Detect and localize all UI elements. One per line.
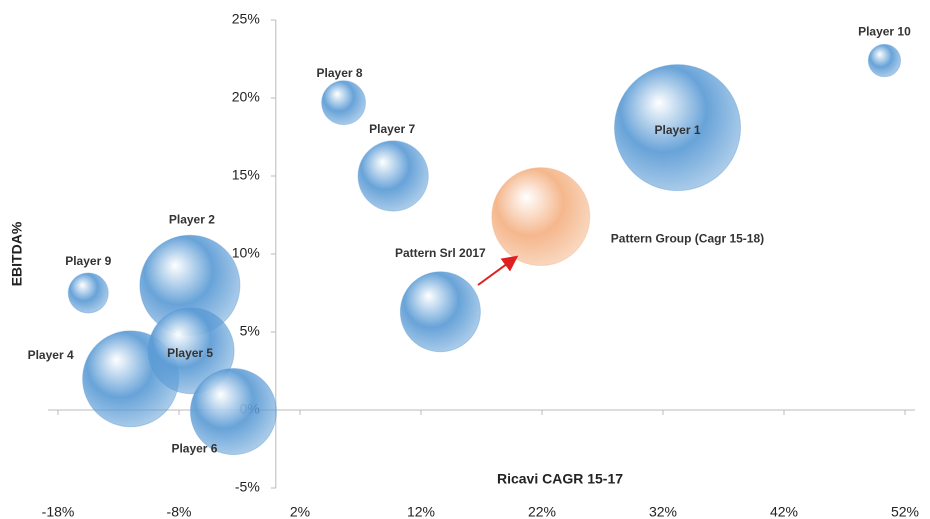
y-tick-label: -5% (235, 479, 260, 495)
arrow (477, 255, 519, 286)
y-tick-label: 20% (232, 89, 260, 105)
bubble-label: Player 2 (169, 212, 215, 226)
bubble (321, 80, 366, 126)
x-tick-label: 52% (891, 504, 919, 519)
x-axis-title: Ricavi CAGR 15-17 (497, 471, 623, 487)
bubble-label: Pattern Group (Cagr 15-18) (611, 232, 764, 246)
y-tick-label: 5% (240, 323, 260, 339)
bubble (491, 167, 591, 267)
bubble (614, 64, 742, 192)
bubble-label: Player 10 (858, 25, 911, 39)
x-tick-label: 2% (290, 504, 310, 519)
bubble (147, 307, 235, 395)
x-tick-label: -18% (42, 504, 75, 519)
y-tick-label: 10% (232, 245, 260, 261)
bubble-label: Player 5 (167, 346, 213, 360)
bubble (357, 140, 429, 212)
x-tick-label: 12% (407, 504, 435, 519)
bubble-label: Player 8 (317, 66, 363, 80)
bubble-label: Pattern Srl 2017 (395, 246, 486, 260)
x-tick-label: 32% (649, 504, 677, 519)
x-tick-label: 42% (770, 504, 798, 519)
bubble (67, 272, 109, 314)
bubble (399, 271, 481, 353)
bubble-label: Player 7 (369, 122, 415, 136)
bubble-label: Player 1 (654, 123, 700, 137)
bubble-label: Player 9 (65, 254, 111, 268)
bubble-label: Player 6 (171, 442, 217, 456)
bubble (189, 368, 277, 456)
x-tick-label: -8% (167, 504, 192, 519)
y-tick-label: 25% (232, 11, 260, 27)
y-axis-title: EBITDA% (9, 221, 25, 286)
y-tick-label: 15% (232, 167, 260, 183)
bubble-label: Player 4 (28, 348, 74, 362)
x-tick-label: 22% (528, 504, 556, 519)
bubble (867, 43, 902, 78)
